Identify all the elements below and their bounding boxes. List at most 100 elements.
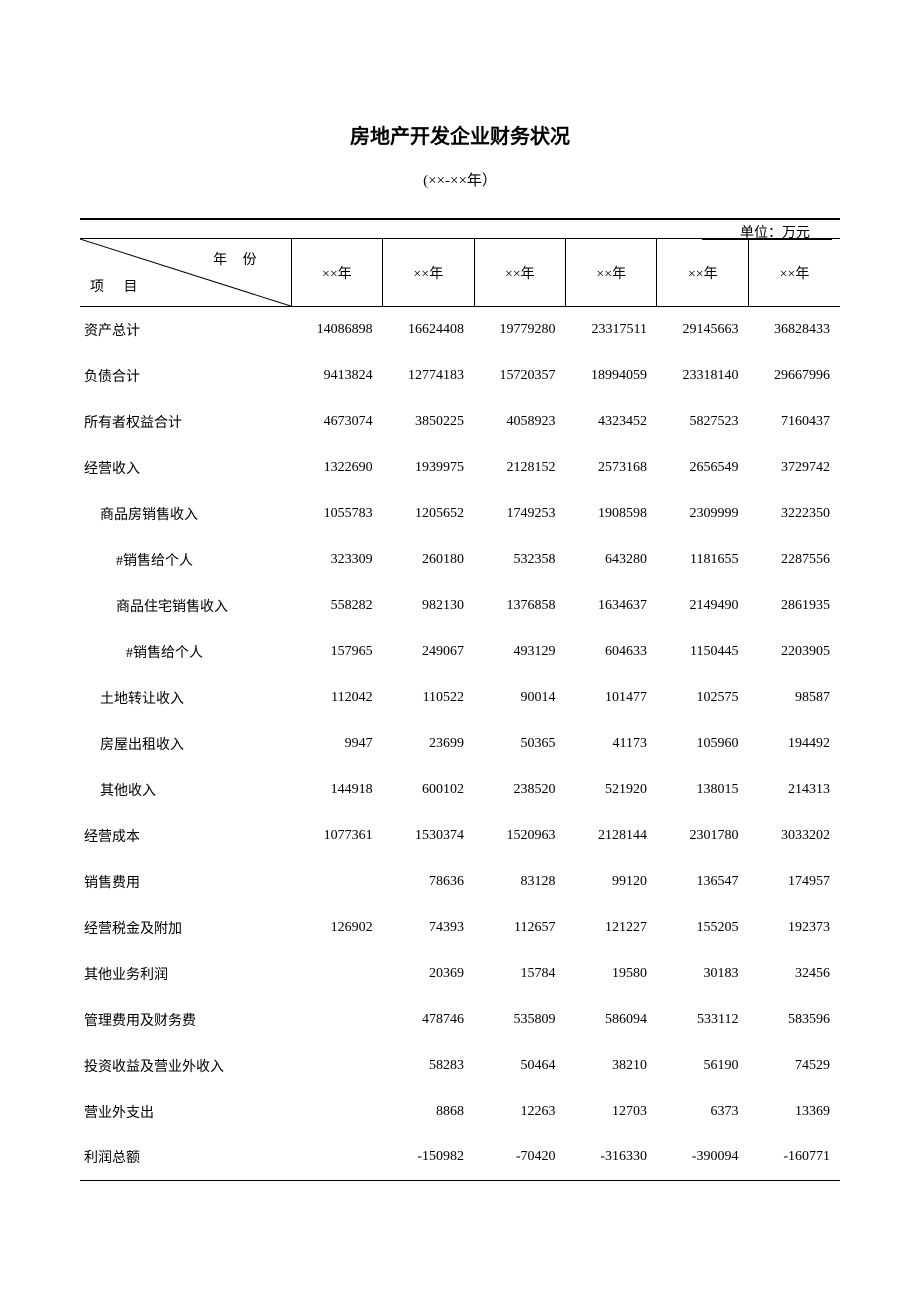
row-label: 营业外支出	[80, 1089, 291, 1135]
row-label: 房屋出租收入	[80, 721, 291, 767]
cell-value: 1322690	[291, 445, 382, 491]
cell-value: 29667996	[748, 353, 840, 399]
col-header: ××年	[657, 239, 748, 307]
cell-value: 1150445	[657, 629, 748, 675]
financial-table: 年 份 项 目 ××年 ××年 ××年 ××年 ××年 ××年 资产总计1408…	[80, 238, 840, 1181]
cell-value: 2287556	[748, 537, 840, 583]
cell-value: 38210	[566, 1043, 657, 1089]
cell-value: 194492	[748, 721, 840, 767]
table-row: 商品房销售收入105578312056521749253190859823099…	[80, 491, 840, 537]
row-label: 利润总额	[80, 1135, 291, 1181]
table-row: 经营税金及附加126902743931126571212271552051923…	[80, 905, 840, 951]
cell-value: 110522	[383, 675, 474, 721]
cell-value: 600102	[383, 767, 474, 813]
table-row: 其他收入144918600102238520521920138015214313	[80, 767, 840, 813]
table-row: 经营收入132269019399752128152257316826565493…	[80, 445, 840, 491]
cell-value: 90014	[474, 675, 565, 721]
cell-value: 1055783	[291, 491, 382, 537]
cell-value: 982130	[383, 583, 474, 629]
cell-value: 23317511	[566, 307, 657, 353]
cell-value: 112657	[474, 905, 565, 951]
cell-value: 586094	[566, 997, 657, 1043]
table-row: #销售给个人3233092601805323586432801181655228…	[80, 537, 840, 583]
cell-value	[291, 997, 382, 1043]
cell-value: 535809	[474, 997, 565, 1043]
cell-value: 478746	[383, 997, 474, 1043]
cell-value	[291, 1135, 382, 1181]
cell-value: 14086898	[291, 307, 382, 353]
cell-value: 238520	[474, 767, 565, 813]
cell-value: 58283	[383, 1043, 474, 1089]
row-label: 商品房销售收入	[80, 491, 291, 537]
cell-value: 1939975	[383, 445, 474, 491]
unit-row: 单位：万元	[80, 218, 840, 238]
cell-value: 18994059	[566, 353, 657, 399]
col-header: ××年	[474, 239, 565, 307]
row-label: 所有者权益合计	[80, 399, 291, 445]
col-header: ××年	[748, 239, 840, 307]
cell-value: 323309	[291, 537, 382, 583]
cell-value: 1634637	[566, 583, 657, 629]
cell-value	[291, 1043, 382, 1089]
cell-value: 23318140	[657, 353, 748, 399]
table-row: 资产总计140868981662440819779280233175112914…	[80, 307, 840, 353]
cell-value: 83128	[474, 859, 565, 905]
table-row: 土地转让收入1120421105229001410147710257598587	[80, 675, 840, 721]
cell-value: 13369	[748, 1089, 840, 1135]
cell-value: 1908598	[566, 491, 657, 537]
cell-value: 3729742	[748, 445, 840, 491]
cell-value: 1077361	[291, 813, 382, 859]
cell-value: 521920	[566, 767, 657, 813]
cell-value: 157965	[291, 629, 382, 675]
cell-value: 99120	[566, 859, 657, 905]
header-item-label: 项 目	[90, 276, 146, 296]
diagonal-header-cell: 年 份 项 目	[80, 239, 291, 307]
cell-value	[291, 1089, 382, 1135]
cell-value: 2573168	[566, 445, 657, 491]
cell-value: 6373	[657, 1089, 748, 1135]
cell-value: 50365	[474, 721, 565, 767]
table-row: 其他业务利润2036915784195803018332456	[80, 951, 840, 997]
cell-value: 174957	[748, 859, 840, 905]
cell-value: 4673074	[291, 399, 382, 445]
cell-value: 1520963	[474, 813, 565, 859]
row-label: 负债合计	[80, 353, 291, 399]
page-title: 房地产开发企业财务状况	[80, 120, 840, 149]
cell-value: 1376858	[474, 583, 565, 629]
cell-value: -390094	[657, 1135, 748, 1181]
cell-value: 102575	[657, 675, 748, 721]
cell-value: 2309999	[657, 491, 748, 537]
cell-value: 36828433	[748, 307, 840, 353]
row-label: 资产总计	[80, 307, 291, 353]
cell-value: 1181655	[657, 537, 748, 583]
cell-value: 2128144	[566, 813, 657, 859]
table-row: 所有者权益合计467307438502254058923432345258275…	[80, 399, 840, 445]
cell-value: 50464	[474, 1043, 565, 1089]
cell-value: 249067	[383, 629, 474, 675]
row-label: 投资收益及营业外收入	[80, 1043, 291, 1089]
cell-value: 15720357	[474, 353, 565, 399]
col-header: ××年	[566, 239, 657, 307]
table-row: 营业外支出88681226312703637313369	[80, 1089, 840, 1135]
cell-value: 41173	[566, 721, 657, 767]
cell-value: 2203905	[748, 629, 840, 675]
cell-value: 15784	[474, 951, 565, 997]
table-row: 房屋出租收入9947236995036541173105960194492	[80, 721, 840, 767]
row-label: 经营成本	[80, 813, 291, 859]
cell-value: 558282	[291, 583, 382, 629]
cell-value	[291, 859, 382, 905]
cell-value: 112042	[291, 675, 382, 721]
cell-value: 155205	[657, 905, 748, 951]
row-label: 其他业务利润	[80, 951, 291, 997]
cell-value: 2301780	[657, 813, 748, 859]
table-row: #销售给个人1579652490674931296046331150445220…	[80, 629, 840, 675]
cell-value: 260180	[383, 537, 474, 583]
table-row: 销售费用786368312899120136547174957	[80, 859, 840, 905]
cell-value: 12703	[566, 1089, 657, 1135]
cell-value: 20369	[383, 951, 474, 997]
cell-value: 9413824	[291, 353, 382, 399]
cell-value: 583596	[748, 997, 840, 1043]
cell-value: 105960	[657, 721, 748, 767]
cell-value: 604633	[566, 629, 657, 675]
cell-value: -150982	[383, 1135, 474, 1181]
